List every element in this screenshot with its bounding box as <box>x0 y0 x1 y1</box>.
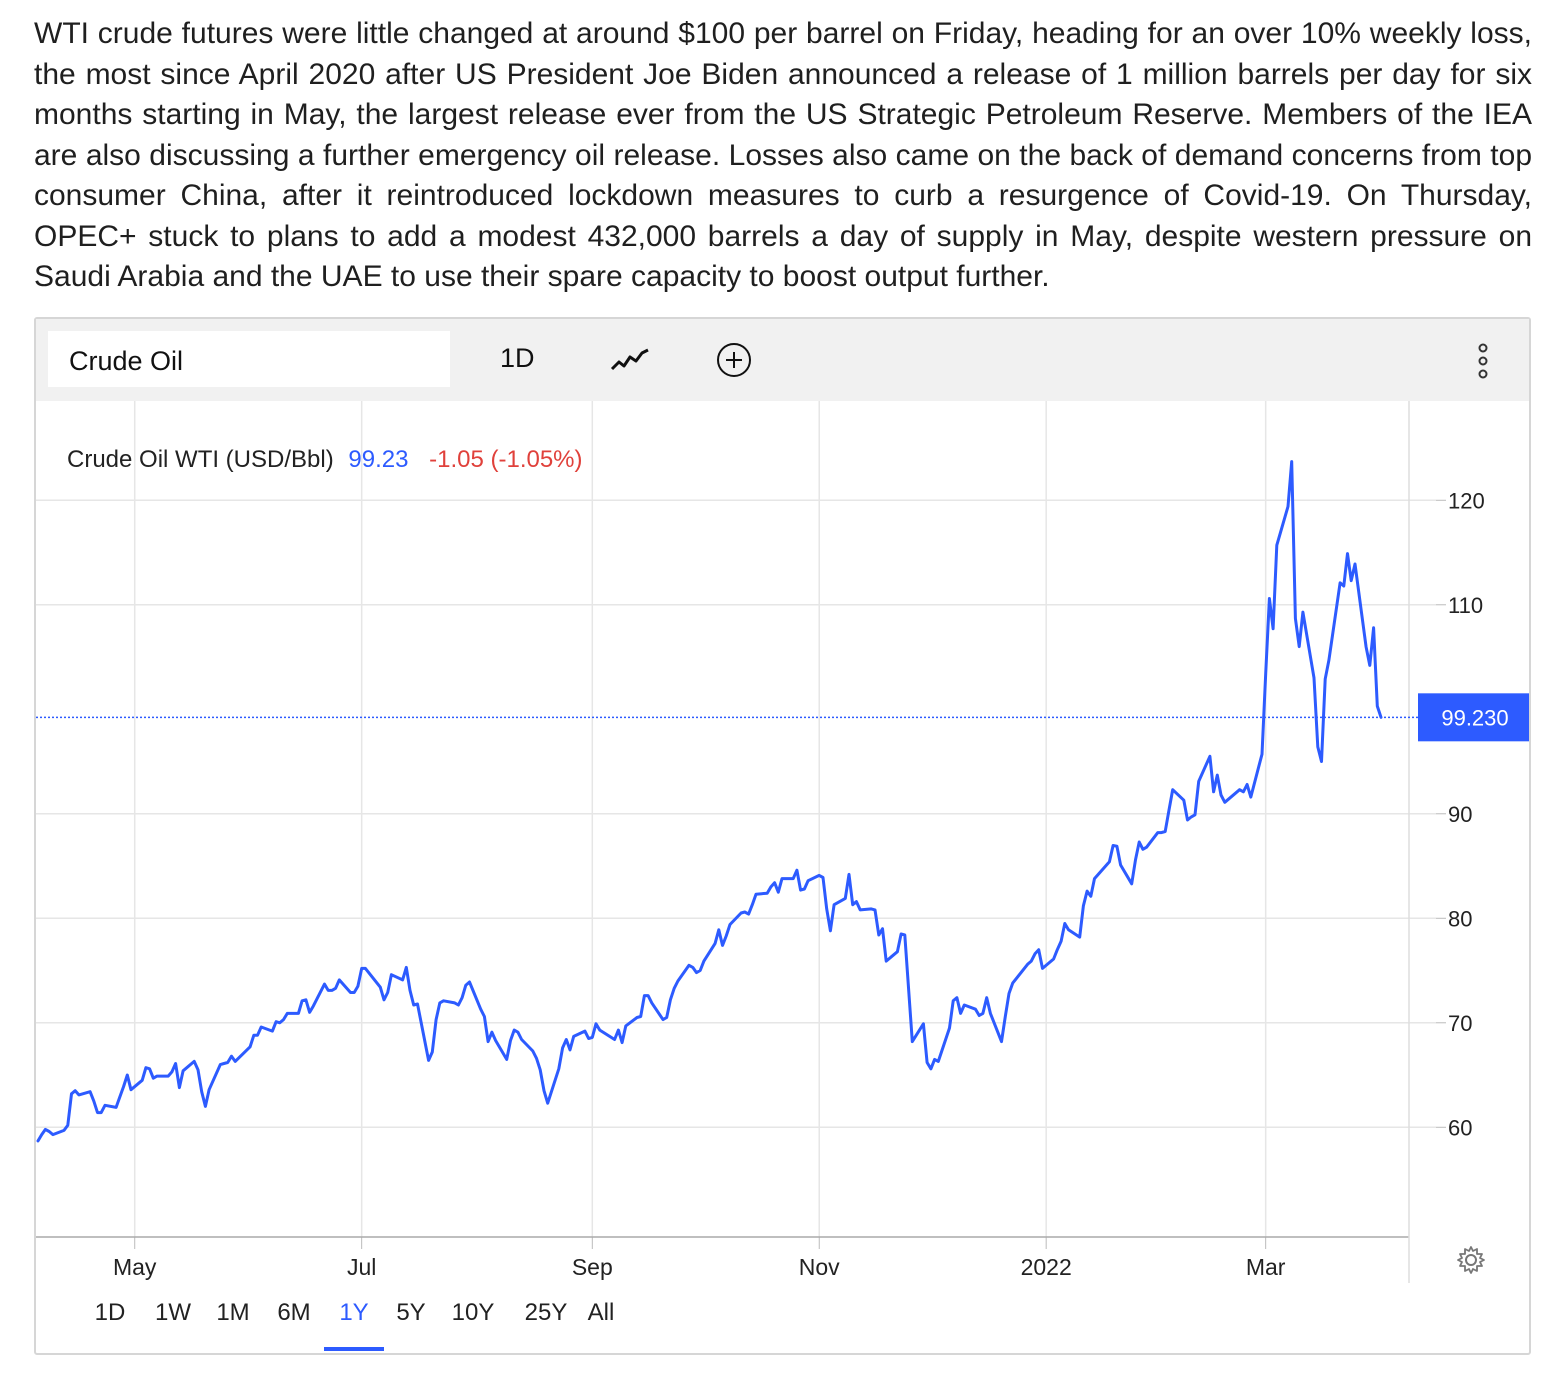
range-button-1d[interactable]: 1D <box>94 1299 126 1326</box>
vertical-dots-icon <box>1478 343 1488 379</box>
x-tick-label: Mar <box>1246 1254 1286 1280</box>
legend-series-name: Crude Oil WTI (USD/Bbl) <box>67 446 334 473</box>
series-layer <box>36 460 1383 1143</box>
axes: 60 70 80 90 110 120 May Jul Sep Nov 2022 Mar <box>36 401 1485 1283</box>
range-button-6m[interactable]: 6M <box>277 1299 311 1326</box>
chart-legend: Crude Oil WTI (USD/Bbl) 99.23 -1.05 (-1.… <box>67 446 583 473</box>
x-tick-label: Jul <box>347 1254 376 1280</box>
range-button-all[interactable]: All <box>587 1299 615 1326</box>
add-indicator-button[interactable] <box>716 342 752 378</box>
range-button-1w[interactable]: 1W <box>155 1299 191 1326</box>
range-button-10y[interactable]: 10Y <box>451 1299 495 1326</box>
chart-settings-button[interactable] <box>1456 1245 1486 1275</box>
plus-circle-icon <box>717 343 751 377</box>
range-button-1y[interactable]: 1Y <box>339 1299 369 1326</box>
grid <box>36 401 1436 1237</box>
x-tick-label: Sep <box>572 1254 613 1280</box>
y-tick-label: 110 <box>1448 593 1483 618</box>
line-chart-icon <box>610 348 649 371</box>
legend-price: 99.23 <box>348 446 408 473</box>
y-tick-label: 120 <box>1448 488 1485 513</box>
more-options-button[interactable] <box>1471 341 1495 381</box>
price-chart: 60 70 80 90 110 120 May Jul Sep Nov 2022 Mar Crude … <box>36 401 1529 1283</box>
current-price-tag-label: 99.230 <box>1441 705 1508 730</box>
chart-type-button[interactable] <box>610 343 650 377</box>
y-tick-label: 60 <box>1448 1115 1472 1140</box>
y-tick-label: 70 <box>1448 1011 1472 1036</box>
x-tick-label: May <box>113 1254 157 1280</box>
y-tick-label: 80 <box>1448 906 1472 931</box>
range-selector: 1D 1W 1M 6M 1Y 5Y 10Y 25Y All <box>36 1299 736 1351</box>
range-button-25y[interactable]: 25Y <box>524 1299 568 1326</box>
legend-change: -1.05 (-1.05%) <box>429 446 582 473</box>
price-tag-layer: 99.230 <box>36 693 1529 742</box>
series-line-crude-oil <box>36 460 1383 1143</box>
symbol-input[interactable]: Crude Oil <box>48 331 450 387</box>
range-button-5y[interactable]: 5Y <box>396 1299 426 1326</box>
current-price-tag <box>1418 693 1529 742</box>
x-tick-label: Nov <box>799 1254 840 1280</box>
chart-widget: Crude Oil 1D 60 70 80 90 110 120 May Jul Sep Nov 2… <box>34 317 1531 1355</box>
x-tick-label: 2022 <box>1021 1254 1072 1280</box>
y-tick-label: 90 <box>1448 802 1472 827</box>
range-active-underline <box>324 1347 384 1351</box>
range-button-1m[interactable]: 1M <box>216 1299 250 1326</box>
gear-icon <box>1457 1246 1485 1274</box>
article-paragraph: WTI crude futures were little changed at… <box>34 17 1532 293</box>
interval-button[interactable]: 1D <box>500 343 535 373</box>
chart-toolbar: Crude Oil 1D <box>36 319 1529 401</box>
